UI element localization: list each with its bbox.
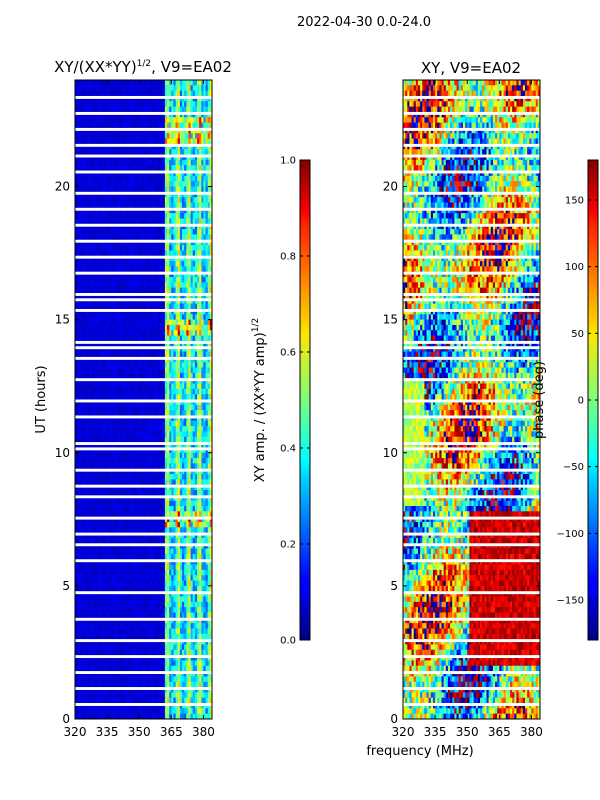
amp-xtick-label: 380 [192, 725, 215, 739]
amp-xtick-label: 320 [64, 725, 87, 739]
amp-xtick-label: 365 [160, 725, 183, 739]
phase-colorbar-tick-label: 50 [571, 329, 584, 340]
amp-ratio-panel: XY/(XX*YY)1/2, V9=EA02 320 335 350 365 380 0 5… [34, 58, 232, 739]
phase-xtick-label: 365 [488, 725, 511, 739]
phase-colorbar-tick-label: 0 [578, 396, 584, 407]
phase-colorbar-tick-label: −50 [563, 462, 584, 473]
phase-ytick-label: 10 [383, 446, 398, 460]
phase-colorbar-tick-label: 100 [565, 262, 584, 273]
phase-plot-frame [402, 79, 541, 720]
amp-ytick-label: 20 [55, 180, 70, 194]
phase-panel: XY, V9=EA02 320 335 350 365 380 0 5 10 15 20 [383, 59, 543, 739]
amp-colorbar-tick-label: 0.2 [280, 540, 296, 551]
amp-panel-title: XY/(XX*YY)1/2, V9=EA02 [54, 58, 232, 76]
phase-xtick-label: 335 [424, 725, 447, 739]
amp-colorbar: 0.0 0.2 0.4 0.6 0.8 1.0 XY amp. / (XX*YY amp)… [251, 156, 311, 647]
phase-colorbar-label: phase (deg) [532, 361, 547, 439]
phase-ytick-label: 5 [390, 579, 398, 593]
amp-plot-frame [74, 79, 213, 720]
amp-colorbar-tick-label: 0.6 [280, 348, 296, 359]
phase-colorbar-tick-label: −100 [557, 529, 584, 540]
amp-heatmap [75, 80, 212, 719]
figure-suptitle: 2022-04-30 0.0-24.0 [297, 15, 431, 30]
phase-xtick-label: 350 [456, 725, 479, 739]
amp-ytick-label: 5 [62, 579, 70, 593]
frequency-axis-label: frequency (MHz) [366, 744, 473, 759]
amp-colorbar-tick-label: 0.8 [280, 252, 296, 263]
amp-title-exponent: 1/2 [137, 59, 151, 69]
amp-colorbar-tick-label: 0.0 [280, 636, 296, 647]
amp-colorbar-tick-label: 1.0 [280, 156, 296, 167]
amp-colorbar-strip [299, 159, 311, 641]
amp-ytick-label: 0 [62, 712, 70, 726]
amp-ytick-label: 15 [55, 313, 70, 327]
phase-ytick-label: 0 [390, 712, 398, 726]
ut-axis-label: UT (hours) [34, 365, 49, 433]
phase-colorbar-tick-label: 150 [565, 196, 584, 207]
amp-xtick-label: 335 [96, 725, 119, 739]
amp-colorbar-tick-label: 0.4 [280, 444, 296, 455]
phase-colorbar: −150 −100 −50 0 50 100 150 phase (deg) [532, 159, 599, 641]
amp-colorbar-label: XY amp. / (XX*YY amp)1/2 [251, 318, 268, 482]
phase-xtick-label: 320 [392, 725, 415, 739]
phase-ytick-label: 20 [383, 180, 398, 194]
phase-heatmap [403, 80, 540, 719]
phase-ytick-label: 15 [383, 313, 398, 327]
phase-xtick-label: 380 [520, 725, 543, 739]
phase-colorbar-tick-label: −150 [557, 596, 584, 607]
phase-panel-title: XY, V9=EA02 [421, 59, 521, 77]
amp-ytick-label: 10 [55, 446, 70, 460]
amp-colorbar-exponent: 1/2 [251, 318, 261, 332]
amp-xtick-label: 350 [128, 725, 151, 739]
